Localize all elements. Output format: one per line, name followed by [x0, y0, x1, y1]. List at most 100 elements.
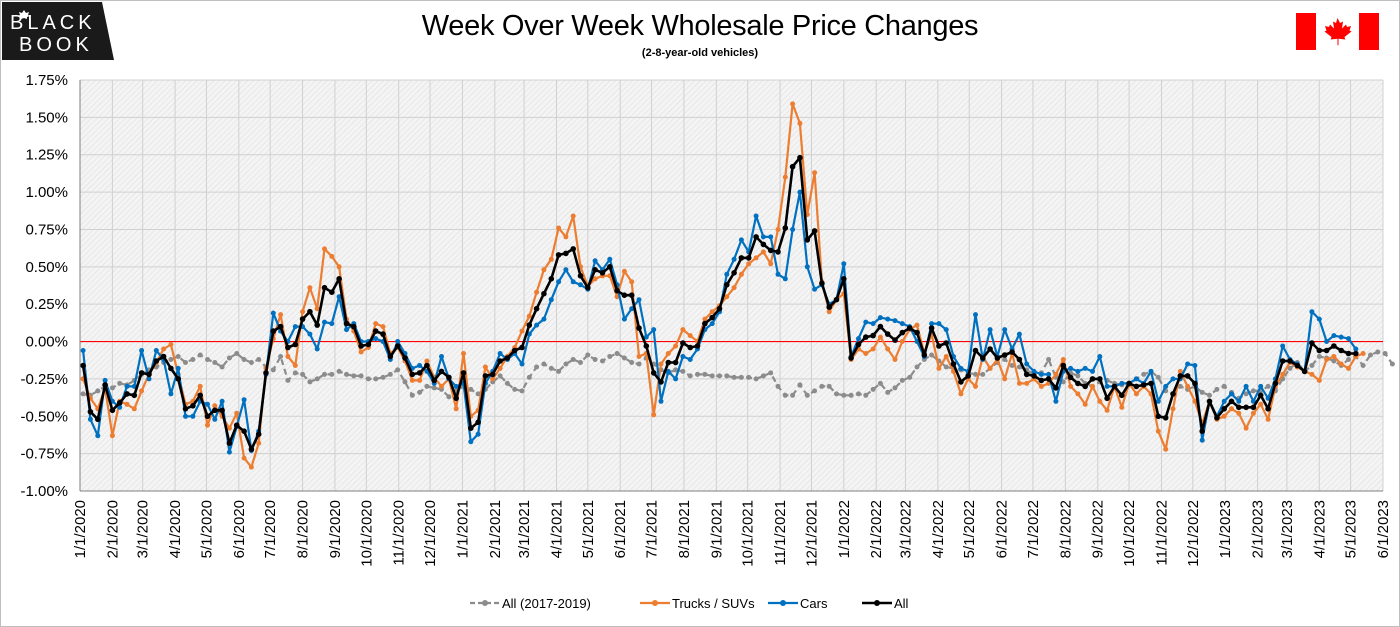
data-point — [950, 361, 957, 367]
data-point — [914, 364, 920, 370]
legend-marker — [482, 600, 488, 606]
data-point — [775, 271, 781, 277]
data-point — [95, 433, 101, 439]
legend-item-all-2017-2019: All (2017-2019) — [470, 596, 591, 611]
data-point — [497, 351, 503, 356]
data-point — [1119, 380, 1125, 386]
data-point — [1338, 347, 1344, 354]
data-point — [1170, 376, 1176, 382]
data-point — [519, 344, 525, 351]
data-point — [600, 358, 605, 364]
data-point — [738, 255, 745, 261]
data-point — [124, 383, 130, 389]
data-point — [731, 285, 737, 291]
data-point — [1280, 371, 1286, 377]
y-tick-label: 0.00% — [25, 334, 68, 351]
data-point — [906, 325, 913, 331]
data-point — [819, 280, 825, 287]
data-point — [1104, 407, 1110, 413]
data-point — [241, 397, 247, 403]
data-point — [87, 409, 94, 415]
x-tick-label: 4/1/2023 — [1311, 500, 1328, 558]
data-point — [768, 261, 774, 267]
x-tick-label: 6/1/2022 — [994, 500, 1011, 558]
data-point — [482, 364, 488, 370]
logo-line1: BLACK — [10, 12, 96, 34]
data-point — [212, 360, 218, 365]
data-point — [256, 357, 262, 362]
data-point — [439, 354, 444, 359]
data-point — [490, 376, 496, 382]
data-point — [907, 374, 913, 380]
data-point — [1024, 361, 1030, 367]
data-point — [1294, 362, 1301, 369]
y-tick-label: 0.50% — [25, 259, 68, 276]
data-point — [958, 379, 964, 385]
data-point — [1038, 377, 1045, 384]
data-point — [914, 322, 920, 328]
data-point — [965, 373, 971, 379]
data-point — [592, 267, 598, 273]
data-point — [534, 289, 540, 295]
data-point — [724, 282, 730, 288]
data-point — [1265, 406, 1271, 412]
data-point — [1009, 349, 1015, 355]
data-point — [1082, 401, 1088, 407]
data-point — [124, 391, 130, 397]
data-point — [929, 352, 935, 358]
data-point — [139, 348, 145, 353]
data-point — [585, 352, 591, 358]
data-point — [680, 340, 686, 346]
data-point — [1111, 383, 1118, 390]
data-point — [841, 261, 847, 267]
data-point — [1346, 336, 1351, 342]
x-tick-label: 7/1/2021 — [644, 500, 661, 558]
data-point — [885, 316, 891, 322]
data-point — [439, 383, 444, 389]
data-point — [607, 256, 613, 262]
data-point — [863, 351, 869, 356]
series-trucks-suvs — [80, 101, 1366, 470]
data-point — [526, 374, 532, 380]
data-point — [80, 391, 86, 397]
data-point — [226, 449, 232, 455]
data-point — [556, 225, 562, 231]
data-point — [1389, 361, 1395, 367]
data-point — [1279, 358, 1286, 364]
data-point — [336, 368, 342, 374]
data-point — [680, 368, 686, 374]
y-tick-label: 1.75% — [25, 72, 68, 89]
y-tick-label: -0.75% — [20, 446, 68, 463]
data-point — [702, 371, 708, 377]
data-point — [226, 440, 233, 447]
data-point — [1207, 392, 1212, 398]
data-point — [424, 383, 430, 389]
data-point — [1250, 398, 1256, 404]
data-point — [1104, 395, 1110, 402]
data-point — [1155, 398, 1161, 404]
x-tick-label: 5/1/2022 — [961, 500, 978, 558]
data-point — [1301, 368, 1308, 375]
data-point — [336, 276, 342, 282]
data-point — [1206, 398, 1213, 405]
data-point — [409, 377, 415, 383]
data-point — [1148, 380, 1154, 387]
data-point — [395, 339, 401, 344]
data-point — [1155, 374, 1161, 380]
data-point — [256, 440, 262, 446]
data-point — [526, 313, 532, 319]
data-point — [621, 268, 627, 274]
data-point — [753, 234, 759, 240]
x-tick-label: 6/1/2023 — [1375, 500, 1392, 558]
data-point — [380, 374, 386, 380]
data-point — [1192, 363, 1198, 368]
data-point — [197, 383, 203, 389]
data-point — [336, 294, 342, 300]
data-point — [548, 297, 554, 303]
data-point — [1170, 391, 1176, 397]
data-point — [519, 361, 525, 367]
data-point — [870, 386, 876, 392]
data-point — [322, 371, 327, 377]
data-point — [738, 271, 744, 277]
data-point — [1265, 416, 1271, 422]
